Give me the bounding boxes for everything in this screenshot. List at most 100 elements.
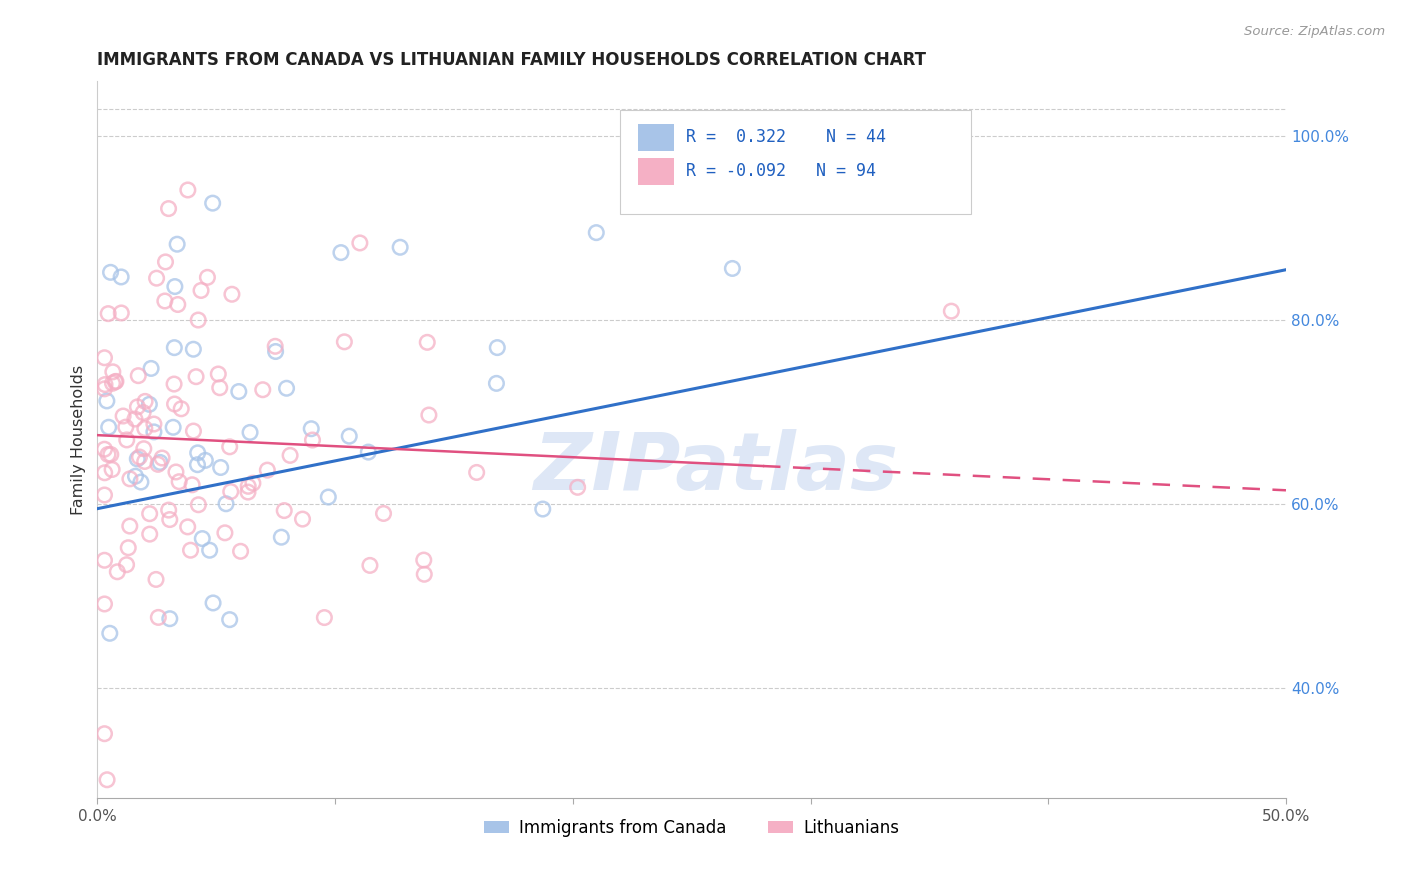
Point [100, 265, 122, 279]
Point [202, 596, 225, 610]
Point [132, 406, 155, 420]
Point [416, 335, 439, 350]
Point [314, 610, 336, 624]
Point [128, 450, 150, 464]
Point [97, 420, 120, 434]
Point [273, 503, 295, 517]
Point [139, 361, 162, 376]
FancyBboxPatch shape [638, 124, 673, 151]
Point [329, 245, 352, 260]
Point [157, 202, 180, 216]
Point [118, 472, 141, 486]
Point [221, 287, 243, 301]
Point [941, 304, 963, 318]
Point [585, 226, 607, 240]
Text: Source: ZipAtlas.com: Source: ZipAtlas.com [1244, 25, 1385, 38]
Point [337, 429, 360, 443]
Point [183, 424, 205, 438]
Point [93, 553, 115, 567]
Point [166, 237, 188, 252]
Point [209, 460, 232, 475]
Point [721, 261, 744, 276]
Point [96, 772, 118, 787]
Point [239, 425, 262, 440]
Point [134, 454, 156, 468]
Point [236, 485, 259, 500]
Point [150, 450, 173, 465]
Point [256, 463, 278, 477]
Point [187, 446, 209, 460]
Point [159, 612, 181, 626]
Point [153, 293, 176, 308]
Point [318, 490, 340, 504]
Point [198, 543, 221, 558]
Point [418, 408, 440, 422]
Point [301, 433, 323, 447]
Point [187, 313, 209, 327]
Point [219, 484, 242, 499]
FancyBboxPatch shape [638, 158, 673, 186]
Text: R = -0.092   N = 94: R = -0.092 N = 94 [686, 162, 876, 180]
Point [115, 558, 138, 572]
Point [291, 512, 314, 526]
Point [127, 368, 149, 383]
Point [93, 488, 115, 502]
Point [149, 455, 172, 469]
Point [191, 532, 214, 546]
Point [207, 367, 229, 381]
Point [333, 334, 356, 349]
Point [117, 541, 139, 555]
Point [465, 466, 488, 480]
Point [190, 284, 212, 298]
Point [163, 279, 186, 293]
Text: ZIPatlas: ZIPatlas [533, 429, 898, 508]
Point [96, 393, 118, 408]
Point [101, 365, 124, 379]
Point [101, 462, 124, 476]
Point [127, 400, 149, 414]
Point [194, 453, 217, 467]
Point [167, 475, 190, 489]
Point [187, 498, 209, 512]
Point [170, 401, 193, 416]
Point [531, 502, 554, 516]
Point [163, 341, 186, 355]
Point [101, 376, 124, 391]
Point [242, 476, 264, 491]
Point [124, 469, 146, 483]
Point [567, 480, 589, 494]
Point [389, 240, 412, 254]
Point [134, 394, 156, 409]
Point [180, 543, 202, 558]
Point [413, 567, 436, 582]
Point [238, 479, 260, 493]
Point [145, 271, 167, 285]
Point [146, 458, 169, 472]
Point [201, 196, 224, 211]
Point [105, 565, 128, 579]
Point [215, 497, 238, 511]
Point [104, 375, 127, 389]
Point [98, 626, 121, 640]
Point [145, 573, 167, 587]
Point [349, 235, 371, 250]
Point [112, 409, 135, 423]
Point [138, 527, 160, 541]
Point [264, 344, 287, 359]
Point [299, 422, 322, 436]
Point [229, 544, 252, 558]
Point [93, 351, 115, 365]
Point [142, 425, 165, 439]
Point [124, 412, 146, 426]
Y-axis label: Family Households: Family Households [72, 365, 86, 515]
Point [97, 447, 120, 461]
Point [181, 477, 204, 491]
Point [357, 445, 380, 459]
Point [104, 375, 127, 389]
Point [208, 381, 231, 395]
Point [138, 397, 160, 411]
Point [214, 525, 236, 540]
Point [162, 420, 184, 434]
Point [252, 383, 274, 397]
Point [97, 307, 120, 321]
